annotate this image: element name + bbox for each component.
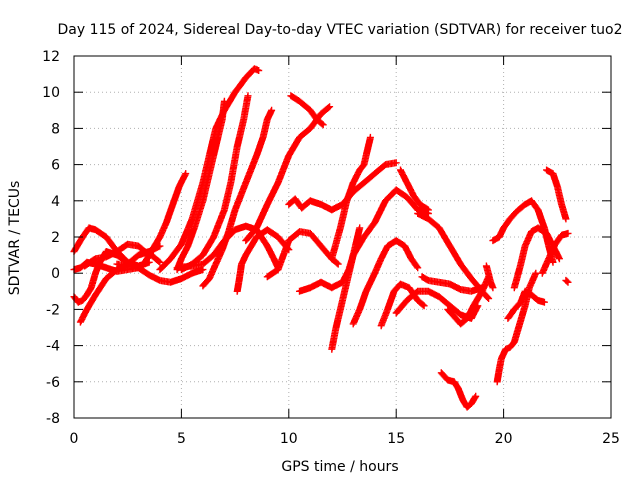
marker-path	[392, 287, 482, 322]
marker-path	[397, 166, 432, 214]
y-tick-label: 4	[51, 194, 60, 210]
chart-title: Day 115 of 2024, Sidereal Day-to-day VTE…	[57, 22, 622, 38]
y-tick-label: 12	[42, 49, 60, 65]
x-axis-label: GPS time / hours	[281, 459, 398, 475]
series-arc-07	[141, 170, 190, 266]
y-tick-label: 10	[42, 85, 60, 101]
series-arc-15	[263, 228, 342, 281]
series-arc-11	[177, 92, 252, 274]
series-arc-20	[328, 133, 374, 263]
series-arc-28	[437, 369, 480, 411]
marker-path	[156, 65, 263, 274]
marker-path	[543, 166, 570, 223]
series-arc-34	[538, 229, 572, 277]
marker-path	[504, 287, 548, 322]
series-arc-06	[113, 260, 207, 286]
series-arc-36	[562, 276, 572, 286]
series-arc-08	[156, 65, 263, 274]
marker-path	[493, 269, 540, 386]
series-arc-24	[397, 166, 432, 214]
series-arc-21	[349, 237, 422, 328]
y-tick-label: -8	[46, 411, 60, 427]
y-tick-label: 8	[51, 121, 60, 137]
series-arc-30	[493, 269, 540, 386]
series-arc-23	[392, 287, 482, 322]
marker-path	[538, 229, 572, 277]
marker-path	[437, 369, 480, 411]
x-tick-label: 5	[177, 431, 186, 447]
marker-path	[349, 237, 422, 328]
x-tick-label: 25	[602, 431, 620, 447]
x-tick-label: 15	[387, 431, 405, 447]
marker-path	[328, 133, 374, 263]
marker-path	[287, 92, 327, 129]
x-tick-label: 10	[280, 431, 298, 447]
x-tick-label: 20	[495, 431, 513, 447]
y-tick-label: -6	[46, 375, 60, 391]
marker-path	[328, 224, 364, 353]
marker-path	[81, 240, 164, 270]
series-arc-32	[504, 287, 548, 322]
series-arc-05	[81, 240, 164, 270]
y-tick-label: 0	[51, 266, 60, 282]
marker-path	[482, 262, 497, 292]
series-arc-03	[70, 248, 132, 306]
ticks	[73, 55, 612, 419]
series-arc-35	[543, 166, 570, 223]
data-points	[70, 65, 572, 411]
x-tick-label: 0	[70, 431, 79, 447]
marker-path	[263, 228, 342, 281]
series-arc-13	[233, 226, 293, 295]
marker-path	[233, 226, 293, 295]
marker-path	[444, 273, 493, 328]
tick-labels: 0 5 10 15 20 25 -8 -6 -4 -2 0 2 4 6 8 10 12	[42, 49, 620, 447]
series-arc-12	[199, 106, 276, 290]
marker-path	[113, 260, 207, 286]
y-tick-label: -4	[46, 339, 60, 355]
marker-path	[177, 92, 252, 274]
series-arc-27	[444, 273, 493, 328]
y-tick-label: -2	[46, 302, 60, 318]
marker-path	[70, 248, 132, 306]
y-tick-label: 2	[51, 230, 60, 246]
series-arc-19	[328, 224, 364, 353]
y-tick-label: 6	[51, 158, 60, 174]
marker-path	[141, 170, 190, 266]
marker-path	[199, 106, 276, 290]
series-arc-29	[482, 262, 497, 292]
y-axis-label: SDTVAR / TECUs	[7, 181, 23, 296]
marker-path	[562, 276, 572, 286]
series-arc-17	[287, 92, 327, 129]
